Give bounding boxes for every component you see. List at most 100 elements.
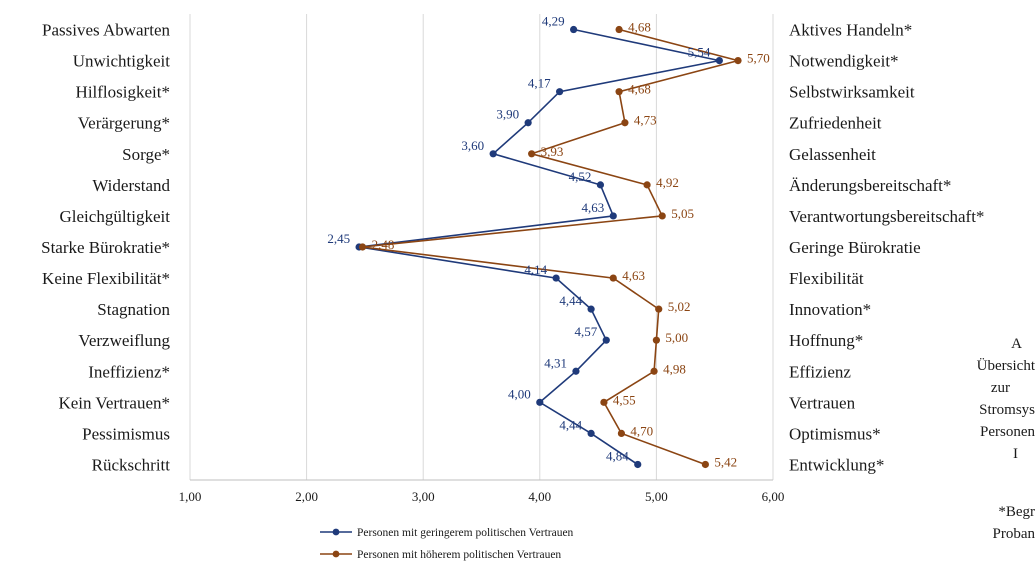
x-tick-label: 1,00	[179, 489, 202, 504]
data-label: 5,70	[747, 51, 770, 66]
left-label: Widerstand	[92, 176, 170, 195]
right-label: Geringe Bürokratie	[789, 238, 921, 257]
data-label: 5,00	[665, 330, 688, 345]
left-label: Hilflosigkeit*	[76, 83, 170, 102]
x-tick-label: 5,00	[645, 489, 668, 504]
data-point	[634, 460, 642, 469]
data-point	[617, 429, 626, 437]
data-point	[596, 181, 605, 189]
data-label: 2,48	[372, 237, 395, 252]
left-label: Sorge*	[122, 145, 170, 164]
data-point	[552, 274, 560, 282]
data-label: 3,90	[496, 107, 519, 122]
left-label: Ineffizienz*	[88, 362, 170, 381]
data-label: 4,29	[542, 14, 565, 29]
left-labels: Passives Abwarten Unwichtigkeit Hilflosigk…	[41, 21, 170, 475]
data-label: 4,70	[630, 423, 653, 438]
data-label: 5,54	[688, 45, 711, 60]
data-label: 3,93	[541, 144, 564, 159]
data-point	[587, 305, 595, 313]
grid-layer	[189, 14, 774, 481]
x-tick-label: 3,00	[412, 489, 435, 504]
right-label: Gelassenheit	[789, 145, 876, 164]
left-label: Rückschritt	[92, 455, 171, 474]
left-label: Starke Bürokratie*	[41, 238, 170, 257]
right-label: Notwendigkeit*	[789, 52, 899, 71]
data-point	[489, 150, 497, 158]
data-point	[570, 25, 578, 34]
right-label: Aktives Handeln*	[789, 21, 912, 40]
data-label: 4,44	[559, 417, 582, 432]
legend-label: Personen mit geringerem politischen Vert…	[357, 527, 574, 539]
data-point	[652, 336, 661, 344]
data-point	[572, 367, 580, 375]
data-point	[701, 460, 709, 469]
left-label: Pessimismus	[82, 424, 170, 443]
data-label: 4,92	[656, 175, 679, 190]
data-label: 3,60	[461, 138, 484, 153]
x-tick-label: 2,00	[295, 489, 318, 504]
data-point	[609, 274, 617, 282]
series-layer: 4,29 5,54 4,17 3,90 3,60 4,52 4,63 2,45 4,14 4,44…	[327, 14, 769, 470]
right-label: Entwicklung*	[789, 455, 884, 474]
side-caption-line: I	[1013, 446, 1018, 462]
data-label: 4,57	[575, 324, 598, 339]
legend-swatch-marker	[332, 550, 340, 558]
data-label: 4,31	[544, 355, 567, 370]
data-label: 4,14	[524, 262, 547, 277]
data-point	[524, 119, 532, 127]
side-caption-line: A	[1011, 336, 1022, 352]
data-label: 4,00	[508, 386, 531, 401]
data-point	[658, 212, 666, 220]
legend-swatch-marker	[332, 528, 340, 536]
left-label: Stagnation	[97, 300, 170, 319]
data-point	[650, 367, 658, 375]
right-label: Optimismus*	[789, 424, 881, 443]
data-label: 4,68	[628, 82, 651, 97]
data-label: 4,63	[582, 200, 605, 215]
data-point	[556, 88, 564, 96]
data-point	[609, 212, 617, 220]
left-label: Verärgerung*	[78, 114, 170, 133]
left-label: Gleichgültigkeit	[60, 207, 171, 226]
right-labels: Aktives Handeln* Notwendigkeit* Selbstwirk…	[789, 21, 984, 475]
right-label: Hoffnung*	[789, 331, 863, 350]
side-caption-line: Stromsys	[979, 402, 1035, 418]
right-label: Effizienz	[789, 362, 851, 381]
data-point	[615, 25, 623, 34]
data-point	[536, 398, 544, 406]
data-label: 4,17	[528, 76, 551, 91]
side-caption-line: *Begr	[998, 504, 1035, 520]
right-label: Flexibilität	[789, 269, 864, 288]
data-point	[715, 57, 723, 65]
data-label: 4,68	[628, 20, 651, 35]
x-tick-label: 6,00	[762, 489, 785, 504]
x-tick-label: 4,00	[528, 489, 551, 504]
data-label: 4,44	[559, 293, 582, 308]
data-point	[600, 398, 608, 406]
x-axis-ticks: 1,00 2,00 3,00 4,00 5,00 6,00	[179, 489, 785, 504]
side-caption-line: Personen	[980, 424, 1035, 440]
data-label: 2,45	[327, 231, 350, 246]
side-caption-line: Proban	[993, 526, 1035, 542]
data-point	[621, 119, 629, 127]
data-point	[734, 57, 742, 65]
left-label: Kein Vertrauen*	[58, 393, 170, 412]
data-point	[528, 150, 536, 158]
data-label: 5,42	[714, 454, 737, 469]
left-label: Passives Abwarten	[42, 21, 170, 40]
data-label: 4,55	[613, 392, 636, 407]
right-label: Vertrauen	[789, 393, 856, 412]
left-label: Keine Flexibilität*	[42, 269, 170, 288]
right-label: Zufriedenheit	[789, 114, 882, 133]
series-line	[362, 28, 742, 466]
data-point	[615, 88, 623, 96]
data-point	[643, 181, 651, 189]
data-label: 4,84	[606, 448, 629, 463]
legend: Personen mit geringerem politischen Vert…	[320, 527, 574, 561]
data-point	[655, 305, 663, 313]
data-point	[602, 336, 610, 344]
data-label: 4,98	[663, 361, 686, 376]
right-label: Verantwortungsbereitschaft*	[789, 207, 984, 226]
